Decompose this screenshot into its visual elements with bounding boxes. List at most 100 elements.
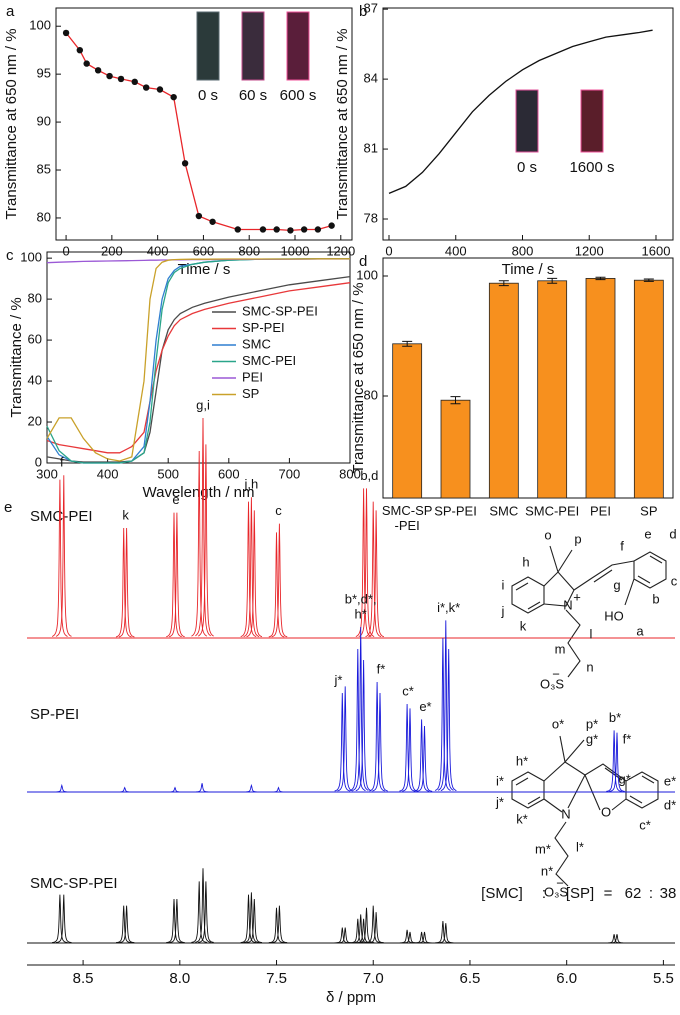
error-bar [450, 396, 461, 405]
atom-label: b [652, 591, 659, 606]
x-tick-label: 1600 [642, 243, 671, 258]
x-tick-label: 0 [385, 243, 392, 258]
nmr-peak [435, 920, 451, 944]
nmr-peak [337, 686, 354, 792]
bond [565, 609, 581, 678]
panel-label: b [359, 3, 367, 20]
nmr-peak [116, 905, 132, 944]
cuvette [241, 11, 265, 81]
panel-label: c [6, 247, 14, 264]
data-point [142, 84, 150, 91]
legend-label: PEI [242, 369, 263, 384]
bar [440, 399, 471, 499]
plot-frame [382, 257, 674, 499]
y-tick-label: 100 [29, 18, 51, 33]
bond [625, 771, 659, 809]
data-point [106, 72, 113, 80]
atom-label: m [555, 641, 566, 656]
atom-label: O₃S [544, 884, 568, 899]
ratio-text: 38 [660, 885, 677, 902]
error-bar [643, 278, 654, 282]
nmr-peak [243, 892, 260, 943]
nmr-peak [166, 512, 182, 638]
nmr-peak [606, 730, 622, 792]
y-axis-label: Transmittance at 650 nm / % [3, 28, 20, 219]
data-point [273, 226, 280, 233]
nmr-peak [609, 934, 625, 944]
x-tick-label: 800 [339, 466, 361, 481]
atom-label: f [620, 538, 624, 553]
data-point [94, 67, 102, 74]
nmr-peak [191, 450, 208, 637]
nmr-peak [246, 898, 263, 944]
data-point [62, 29, 70, 37]
peak-label: h* [355, 606, 367, 621]
data-line [388, 29, 653, 194]
spectrum-name: SMC-SP-PEI [30, 875, 118, 892]
x-tick-label: 300 [36, 466, 58, 481]
nmr-peak [365, 501, 382, 638]
nmr-peak [399, 703, 415, 792]
error-bar [595, 276, 606, 281]
nmr-peak [55, 475, 72, 637]
atom-label: c [671, 573, 678, 588]
nmr-peak [334, 692, 351, 792]
atom-label: d [669, 526, 676, 541]
nmr-peak [606, 934, 622, 944]
y-tick-label: 80 [364, 387, 378, 402]
nmr-peak [270, 786, 287, 793]
legend-label: SMC-PEI [242, 353, 296, 368]
nmr-peak [118, 905, 135, 944]
x-tick-label: SP [640, 503, 657, 518]
data-point [259, 226, 267, 233]
nmr-peak [240, 894, 257, 943]
nmr-peak [349, 918, 366, 944]
x-tick-label: SP-PEI [434, 503, 477, 518]
nmr-peak [368, 510, 385, 638]
y-tick-label: 60 [28, 332, 42, 347]
nmr-peak [413, 719, 430, 792]
nmr-peak [240, 501, 257, 638]
error-bar [402, 340, 413, 347]
nmr-peak [167, 786, 183, 793]
plot-frame [55, 7, 353, 241]
peak-label: e* [419, 699, 431, 714]
legend-label: SMC [242, 336, 271, 351]
y-tick-label: 0 [35, 454, 42, 469]
nmr-peak [197, 444, 214, 637]
x-axis-label: Time / s [178, 261, 231, 278]
y-tick-label: 40 [28, 372, 42, 387]
y-tick-label: 100 [356, 267, 378, 282]
nmr-peak [194, 783, 210, 793]
peak-label: f [60, 455, 64, 470]
atom-label: j [501, 603, 505, 618]
atom-label: n* [541, 863, 553, 878]
y-axis-label: Transmittance at 650 nm / % [350, 282, 367, 473]
atom-label: p [574, 531, 581, 546]
atom-label: k* [516, 811, 528, 826]
data-point [131, 78, 138, 86]
atom-label: N [563, 597, 572, 612]
x-tick-label: 8.5 [73, 970, 94, 987]
bond [511, 576, 545, 614]
atom-label: i [502, 577, 505, 592]
y-tick-label: 20 [28, 413, 42, 428]
ratio-text: = [604, 885, 613, 902]
ratio-text: [SMC] [481, 885, 523, 902]
nmr-peak [169, 898, 185, 944]
y-tick-label: 81 [364, 141, 378, 156]
cuvette [580, 89, 604, 153]
x-tick-label: 6.5 [460, 970, 481, 987]
nmr-peak [368, 912, 384, 944]
legend-label: SMC-SP-PEI [242, 303, 318, 318]
panel-label: d [359, 253, 367, 270]
nmr-peak [416, 725, 433, 792]
x-tick-label: 200 [101, 243, 123, 258]
nmr-peak [372, 692, 388, 792]
error-bar [498, 280, 509, 287]
nmr-peak [440, 648, 457, 792]
peak-label: i*,k* [437, 600, 460, 615]
atom-label: o [544, 527, 551, 542]
inset-photos-a [196, 11, 310, 81]
